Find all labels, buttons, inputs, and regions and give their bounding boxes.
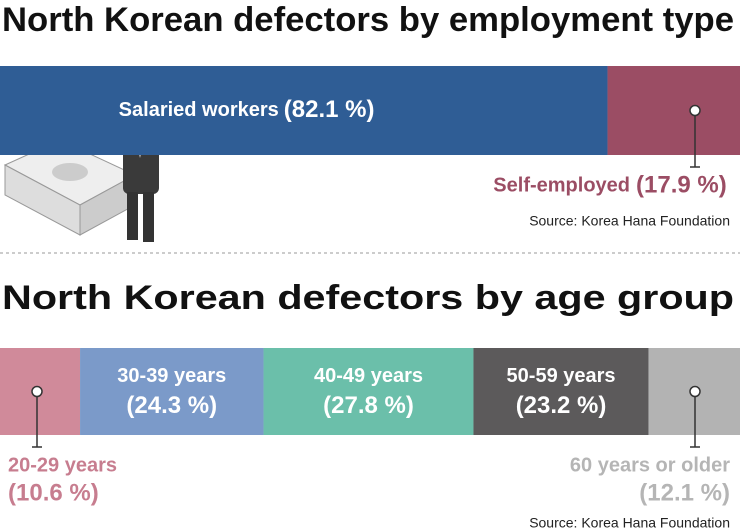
chart-title: North Korean defectors by employment typ… <box>2 1 734 39</box>
source-note: Source: Korea Hana Foundation <box>529 515 730 531</box>
category-label: Salaried workers <box>119 99 279 121</box>
callout-dot <box>689 104 701 117</box>
category-label: 60 years or older <box>570 454 730 476</box>
value-label: (27.8 %) <box>323 392 414 419</box>
money-illustration <box>3 139 137 236</box>
value-label: (23.2 %) <box>516 392 607 419</box>
bar-segment <box>0 66 608 155</box>
value-label: (10.6 %) <box>8 479 99 506</box>
value-label: (17.9 %) <box>636 171 727 198</box>
value-label: (12.1 %) <box>639 479 730 506</box>
category-label: Self-employed <box>493 174 630 196</box>
category-label: 20-29 years <box>8 454 117 476</box>
source-note: Source: Korea Hana Foundation <box>529 213 730 229</box>
category-label: 50-59 years <box>507 365 616 387</box>
bar-segment <box>607 66 740 155</box>
bar-segment <box>80 348 264 435</box>
chart-title: North Korean defectors by age group <box>2 279 734 317</box>
value-label: (82.1 %) <box>284 96 375 123</box>
bar-segment <box>263 348 474 435</box>
value-label: (24.3 %) <box>126 392 217 419</box>
category-label: 40-49 years <box>314 365 423 387</box>
callout-dot <box>689 385 701 398</box>
callout-dot <box>31 385 43 398</box>
bar-segment <box>473 348 649 435</box>
category-label: 30-39 years <box>117 365 226 387</box>
